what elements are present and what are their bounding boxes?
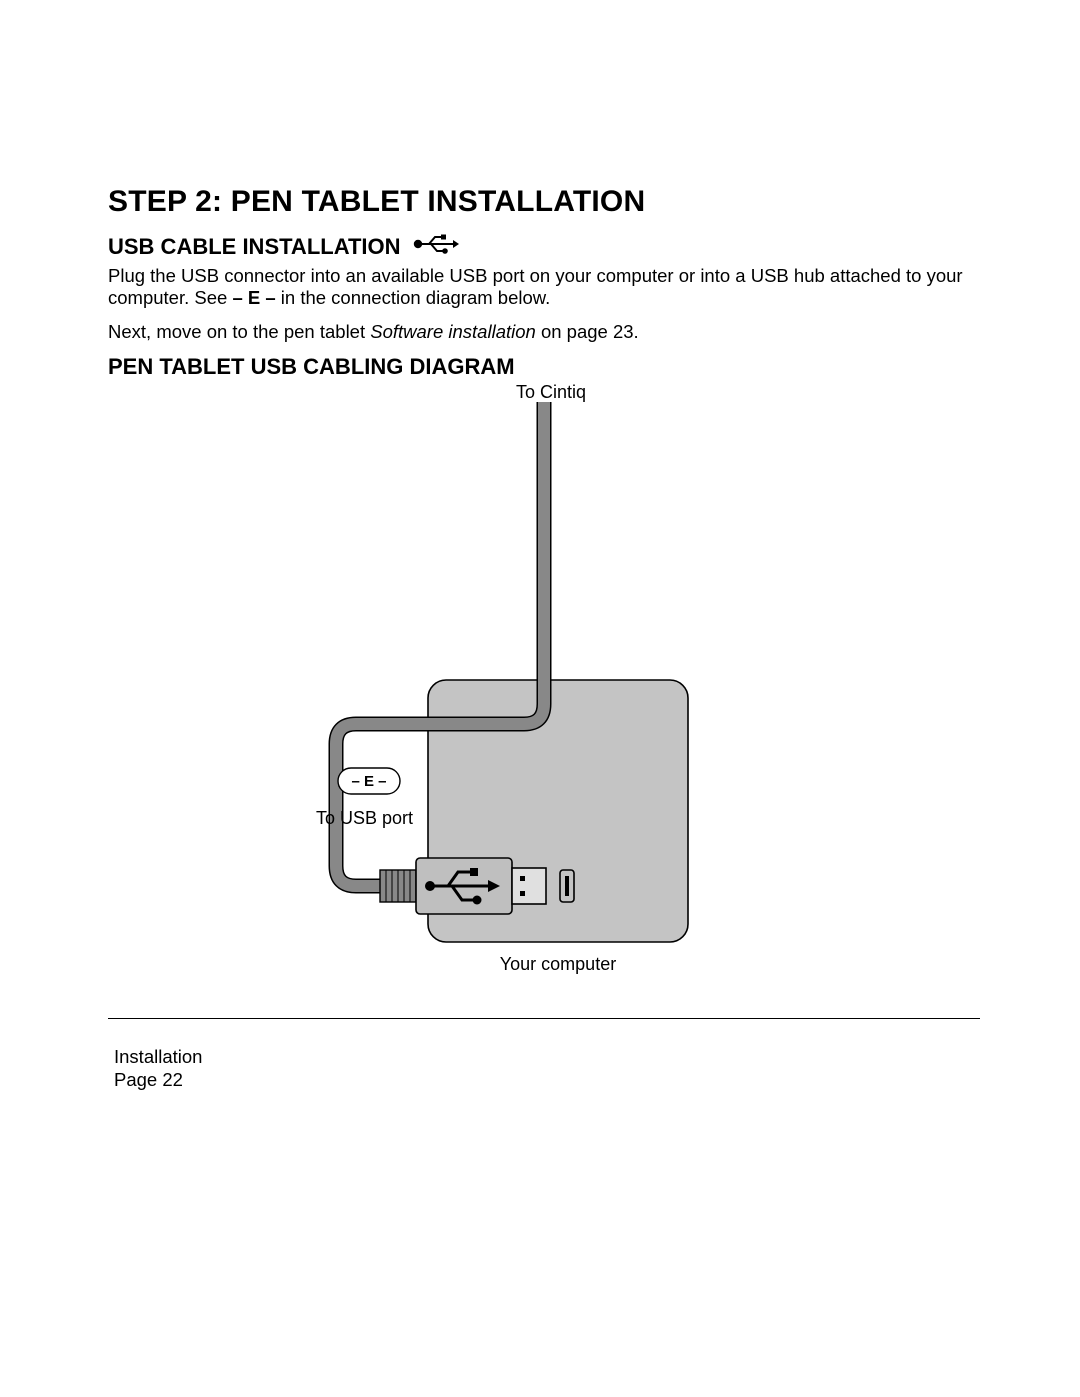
diagram-label-top: To Cintiq — [516, 382, 586, 402]
para2-a: Next, move on to the pen tablet — [108, 321, 370, 342]
usb-icon — [413, 233, 459, 261]
para1-b: in the connection diagram below. — [281, 287, 550, 308]
footer-section: Installation — [114, 1046, 202, 1069]
paragraph-2: Next, move on to the pen tablet Software… — [108, 321, 978, 343]
diagram-label-usb: To USB port — [316, 808, 413, 828]
diagram-label-computer: Your computer — [500, 954, 616, 974]
page: STEP 2: PEN TABLET INSTALLATION USB CABL… — [0, 0, 1080, 1397]
label-e-text: – E – — [351, 773, 386, 790]
footer-page: Page 22 — [114, 1069, 202, 1092]
section-heading-usb-cable-text: USB CABLE INSTALLATION — [108, 234, 401, 260]
section-heading-diagram: PEN TABLET USB CABLING DIAGRAM — [108, 354, 980, 380]
page-title: STEP 2: PEN TABLET INSTALLATION — [108, 185, 980, 219]
para1-bold: – E – — [232, 287, 280, 308]
paragraph-1: Plug the USB connector into an available… — [108, 265, 978, 309]
para2-b: on page 23. — [536, 321, 639, 342]
page-footer: Installation Page 22 — [114, 1046, 202, 1091]
section-heading-usb-cable: USB CABLE INSTALLATION — [108, 233, 980, 261]
usb-plug-tip — [512, 868, 546, 904]
para2-ital: Software installation — [370, 321, 536, 342]
cabling-diagram: To Cintiq – E – To USB port Your computer — [208, 380, 808, 1005]
footer-rule — [108, 1018, 980, 1019]
